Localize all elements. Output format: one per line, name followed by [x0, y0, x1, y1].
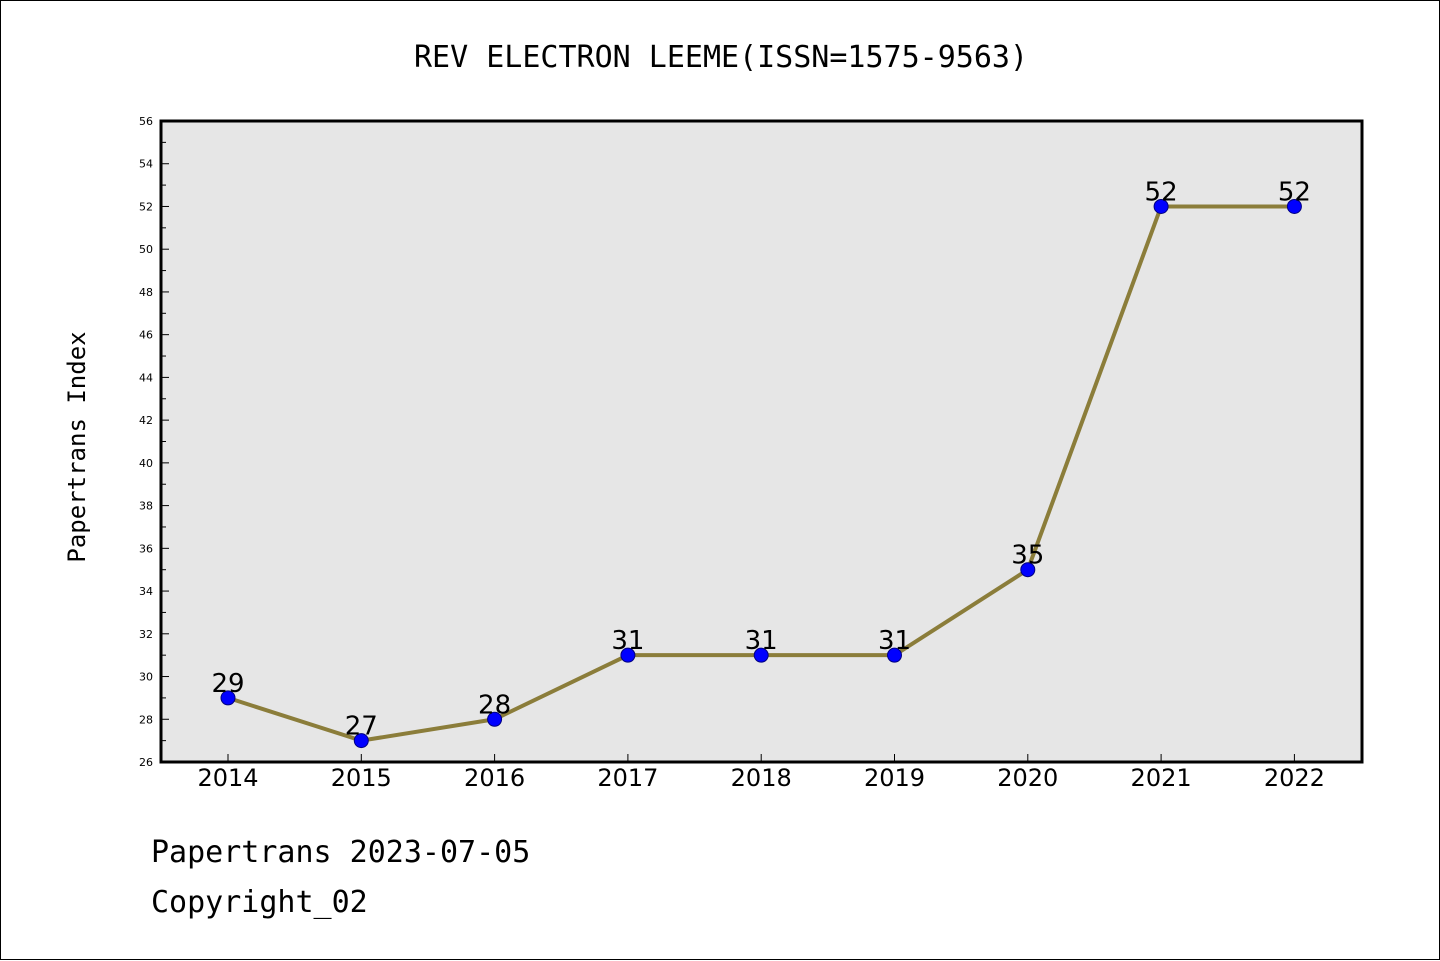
x-tick-label: 2020	[997, 764, 1058, 792]
y-tick-label: 48	[139, 286, 153, 299]
data-label: 31	[745, 626, 778, 656]
data-label: 52	[1145, 177, 1178, 207]
data-point	[1286, 198, 1302, 214]
y-tick-label: 34	[139, 585, 153, 598]
y-tick-label: 46	[139, 329, 153, 342]
data-point	[887, 647, 902, 663]
y-tick-label: 28	[139, 713, 153, 726]
series-layer: 29 27 28 31 31 31 35 52 52	[211, 177, 1311, 749]
x-tick-label: 2016	[464, 764, 525, 792]
x-tick-label: 2014	[197, 764, 258, 792]
x-tick-label: 2021	[1131, 764, 1192, 792]
x-tick-label: 2022	[1264, 764, 1325, 792]
data-label: 52	[1278, 177, 1311, 207]
y-tick-label: 44	[139, 371, 153, 384]
y-tick-label: 32	[139, 628, 153, 641]
y-tick-label: 42	[139, 414, 153, 427]
y-tick-label: 26	[139, 756, 153, 769]
plot-area	[159, 119, 1364, 764]
data-point	[753, 647, 769, 663]
data-point	[220, 690, 236, 706]
y-tick-label: 30	[139, 671, 153, 684]
data-label: 27	[345, 712, 378, 742]
y-axis-label: Papertrans Index	[63, 331, 91, 562]
y-axis: 26 28 30 32 34 36 38 40 42 44 46 48 50 52 54 56	[139, 115, 169, 769]
x-axis: 2014 2015 2016 2017 2018 2019 2020 2021 2022	[197, 754, 1325, 792]
data-label: 28	[478, 690, 511, 720]
data-label: 29	[211, 669, 244, 699]
y-tick-label: 56	[139, 115, 153, 128]
y-tick-label: 54	[139, 158, 153, 171]
data-point	[620, 647, 636, 663]
data-label: 31	[611, 626, 644, 656]
chart-title: REV ELECTRON LEEME(ISSN=1575-9563)	[414, 40, 1028, 75]
data-point	[487, 711, 503, 727]
data-point	[1153, 198, 1169, 214]
y-tick-label: 50	[139, 243, 153, 256]
x-tick-label: 2017	[597, 764, 658, 792]
y-tick-label: 40	[139, 457, 153, 470]
data-point	[353, 733, 369, 749]
footer-copyright: Copyright_02	[151, 885, 368, 920]
data-point	[1020, 562, 1036, 578]
y-tick-label: 52	[139, 200, 153, 213]
x-tick-label: 2015	[331, 764, 392, 792]
y-tick-label: 38	[139, 500, 153, 513]
footer-date: Papertrans 2023-07-05	[151, 835, 531, 870]
data-label: 35	[1011, 541, 1044, 571]
x-tick-label: 2018	[731, 764, 792, 792]
x-tick-label: 2019	[864, 764, 925, 792]
y-tick-label: 36	[139, 542, 153, 555]
data-label: 31	[878, 626, 911, 656]
